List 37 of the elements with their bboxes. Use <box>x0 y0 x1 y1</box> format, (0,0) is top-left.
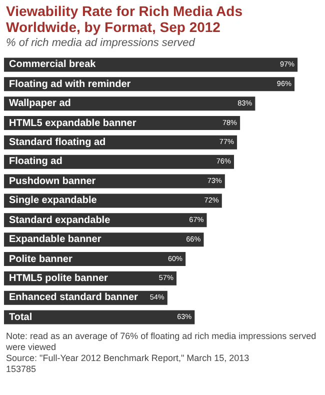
chart-subtitle: % of rich media ad impressions served <box>5 36 196 49</box>
chart-title: Viewability Rate for Rich Media Ads Worldwide, by Format, Sep 2012 <box>5 2 244 35</box>
bar <box>4 58 298 72</box>
y-tick-label: HTML5 polite banner <box>9 273 108 284</box>
y-tick-label: Enhanced standard banner <box>9 292 138 303</box>
y-tick-label: Pushdown banner <box>9 176 96 187</box>
y-tick-label: Standard expandable <box>9 215 111 226</box>
text: 153785 <box>6 364 38 375</box>
data-label: 54% <box>150 292 165 302</box>
source-note: Source: "Full-Year 2012 Benchmark Report," March 15, 2013 <box>6 353 250 364</box>
text: Note: read as an average of 76% of floating ad rich media impressions served were viewed <box>6 331 318 353</box>
data-label: 83% <box>238 98 253 108</box>
bar <box>4 310 195 324</box>
data-label: 67% <box>189 214 204 224</box>
y-tick-label: Total <box>9 312 32 323</box>
y-tick-label: Floating ad with reminder <box>9 79 131 90</box>
data-label: 57% <box>158 273 174 282</box>
y-tick-label: Polite banner <box>9 254 72 265</box>
y-tick-label: Floating ad <box>9 156 62 167</box>
y-tick-label: Commercial break <box>9 59 96 70</box>
y-tick-label: Wallpaper ad <box>9 98 71 109</box>
y-tick-label: HTML5 expandable banner <box>9 118 136 129</box>
data-label: 78% <box>222 118 238 127</box>
y-tick-label: Standard floating ad <box>9 137 106 148</box>
data-label: 76% <box>216 156 232 166</box>
data-label: 97% <box>280 60 296 69</box>
data-label: 72% <box>204 196 220 205</box>
data-label: 66% <box>186 234 202 244</box>
data-label: 96% <box>276 78 292 88</box>
y-tick-label: Expandable banner <box>9 234 102 245</box>
data-label: 63% <box>177 312 192 322</box>
data-label: 73% <box>207 176 222 186</box>
bar <box>4 154 234 169</box>
data-label: 77% <box>219 137 234 146</box>
data-label: 60% <box>168 254 184 263</box>
y-tick-label: Single expandable <box>9 195 98 206</box>
bar <box>4 96 256 111</box>
